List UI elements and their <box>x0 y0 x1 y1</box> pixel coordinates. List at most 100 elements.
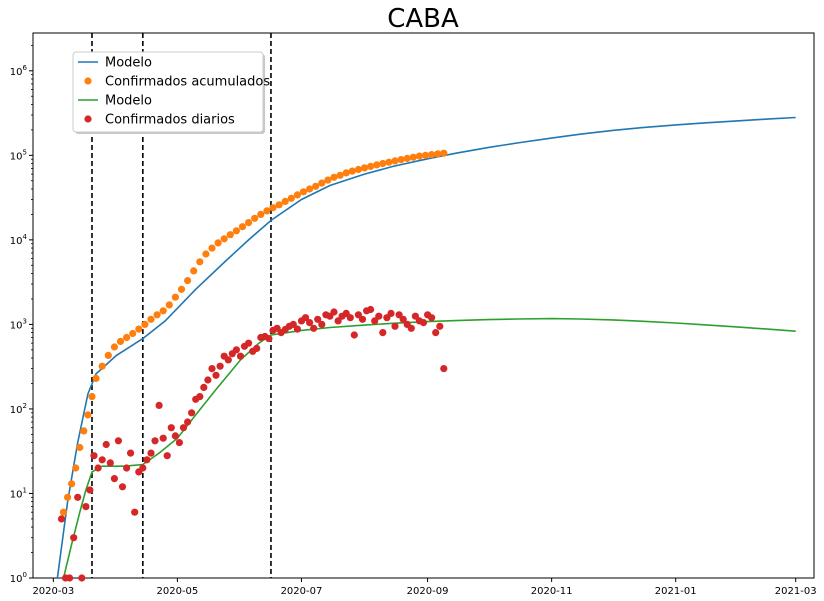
series-line <box>56 116 796 579</box>
data-point <box>175 439 183 447</box>
data-point <box>346 314 354 322</box>
data-point <box>129 329 137 338</box>
data-point <box>436 322 444 330</box>
data-point <box>421 151 430 159</box>
data-point <box>238 223 247 231</box>
legend: Modelo Confirmados acumulados Modelo Confir… <box>72 51 270 134</box>
data-point <box>224 356 232 364</box>
data-point <box>334 317 342 325</box>
data-point <box>379 329 387 337</box>
data-point <box>88 393 96 401</box>
data-point <box>330 173 338 181</box>
data-point <box>155 401 163 409</box>
data-point <box>287 194 295 202</box>
data-point <box>232 346 240 354</box>
data-point <box>78 574 86 582</box>
data-point <box>64 493 72 501</box>
data-point <box>236 352 245 360</box>
data-point <box>385 158 393 166</box>
data-point <box>90 452 98 460</box>
data-point <box>350 331 358 339</box>
data-point <box>265 335 273 343</box>
data-point <box>318 320 326 328</box>
data-point <box>391 157 399 165</box>
data-point <box>301 314 310 322</box>
data-point <box>245 219 253 227</box>
legend-marker-swatch <box>84 115 92 123</box>
x-tick-label: 2020-07 <box>281 586 323 597</box>
data-point <box>226 231 234 239</box>
legend-marker-swatch <box>84 77 92 85</box>
data-point <box>379 159 387 168</box>
data-point <box>281 197 289 205</box>
data-point <box>114 437 122 445</box>
data-point <box>84 411 92 419</box>
data-point <box>131 508 139 516</box>
data-point <box>190 267 198 275</box>
data-point <box>123 333 131 342</box>
data-point <box>165 301 173 309</box>
y-tick-label: 102 <box>10 402 27 416</box>
data-point <box>171 293 179 301</box>
data-point <box>66 574 74 582</box>
data-point <box>293 191 301 199</box>
legend-box <box>72 51 264 133</box>
data-point <box>118 483 127 491</box>
data-point <box>147 449 155 457</box>
data-point <box>143 456 151 464</box>
data-point <box>200 383 208 391</box>
series-0 <box>56 116 796 579</box>
data-point <box>293 325 301 333</box>
data-point <box>184 277 192 285</box>
x-tick-label: 2020-05 <box>157 586 199 597</box>
series-1 <box>59 149 448 516</box>
data-point <box>188 409 196 417</box>
y-tick-label: 105 <box>10 148 27 162</box>
data-point <box>428 314 436 322</box>
data-point <box>348 167 356 175</box>
data-point <box>318 179 326 187</box>
data-point <box>263 207 271 215</box>
x-tick-label: 2020-11 <box>531 586 573 597</box>
data-point <box>409 153 417 161</box>
data-point <box>415 152 423 160</box>
data-point <box>440 149 448 157</box>
data-point <box>92 374 100 382</box>
data-point <box>104 351 112 359</box>
data-point <box>336 171 344 179</box>
data-point <box>135 325 143 333</box>
data-point <box>419 319 428 327</box>
data-point <box>257 210 265 218</box>
data-point <box>68 480 76 488</box>
y-tick-label: 106 <box>10 64 28 78</box>
data-point <box>179 424 188 432</box>
data-point <box>432 329 440 337</box>
data-point <box>314 315 322 323</box>
data-point <box>196 393 204 401</box>
y-tick-label: 101 <box>10 486 27 500</box>
data-point <box>373 161 381 169</box>
data-point <box>375 312 383 320</box>
data-point <box>289 320 297 328</box>
data-point <box>72 464 80 472</box>
data-point <box>399 315 407 323</box>
legend-label: Confirmados diarios <box>105 113 235 128</box>
x-tick-label: 2021-01 <box>655 586 697 597</box>
x-tick-label: 2021-03 <box>775 586 817 597</box>
data-point <box>371 317 379 325</box>
data-point <box>440 365 448 373</box>
data-point <box>245 339 253 347</box>
data-point <box>76 443 84 452</box>
data-point <box>184 418 192 426</box>
data-point <box>253 344 261 352</box>
data-point <box>310 324 318 332</box>
data-point <box>232 227 240 235</box>
data-point <box>216 362 224 370</box>
data-point <box>208 244 216 252</box>
data-point <box>82 503 90 511</box>
data-point <box>57 515 66 523</box>
data-point <box>306 319 314 327</box>
data-point <box>80 427 88 435</box>
data-point <box>98 362 106 370</box>
x-tick-label: 2020-03 <box>32 586 74 597</box>
